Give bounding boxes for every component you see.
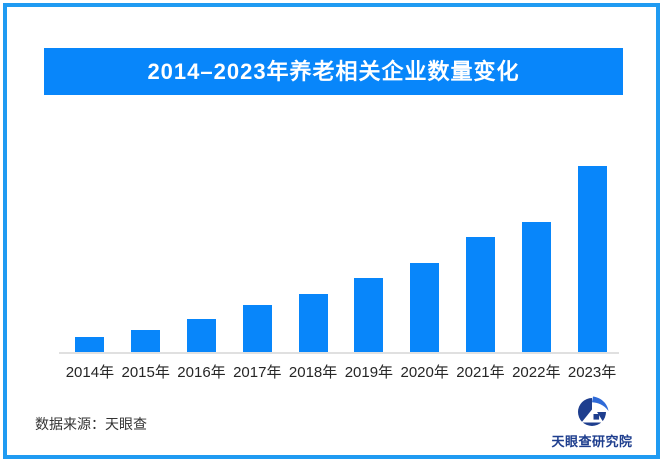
x-tick-label-2023年: 2023年: [567, 364, 617, 381]
chart-title: 2014–2023年养老相关企业数量变化: [147, 58, 520, 84]
bar-2021年: [465, 237, 495, 352]
bar-2016年: [186, 319, 216, 352]
tianyancha-eye-icon: [578, 396, 609, 426]
bar-2015年: [131, 330, 161, 352]
bar-2019年: [354, 278, 384, 352]
x-axis-line: [59, 352, 619, 354]
bar-slot-2018年: [285, 152, 341, 352]
bar-slot-2014年: [62, 152, 118, 352]
bar-2017年: [242, 305, 272, 352]
bar-slot-2020年: [397, 152, 453, 352]
bar-slot-2016年: [174, 152, 230, 352]
bar-chart-plot-area: [62, 152, 620, 352]
publisher-logo: 天眼查研究院: [549, 396, 635, 450]
x-tick-label-2018年: 2018年: [288, 364, 338, 381]
bar-slot-2017年: [229, 152, 285, 352]
chart-title-banner: 2014–2023年养老相关企业数量变化: [44, 48, 623, 95]
x-tick-label-2020年: 2020年: [400, 364, 449, 381]
bar-2020年: [410, 263, 440, 352]
x-tick-label-2021年: 2021年: [456, 364, 505, 381]
data-source-note: 数据来源：天眼查: [35, 416, 147, 432]
x-tick-label-2016年: 2016年: [177, 364, 226, 381]
bar-2014年: [75, 337, 105, 352]
x-tick-label-2022年: 2022年: [512, 364, 561, 381]
x-tick-label-2017年: 2017年: [233, 364, 282, 381]
outer-border-frame: [3, 3, 660, 459]
bar-slot-2021年: [453, 152, 509, 352]
bar-slot-2023年: [564, 152, 620, 352]
x-tick-label-2014年: 2014年: [65, 364, 115, 381]
bar-slot-2015年: [118, 152, 174, 352]
bar-slot-2019年: [341, 152, 397, 352]
x-axis-labels: 2014年 2015年 2016年 2017年 2018年 2019年 2020年 2021年…: [62, 361, 620, 382]
x-tick-label-2019年: 2019年: [344, 364, 394, 381]
bar-2023年: [577, 166, 607, 352]
bar-2022年: [521, 222, 551, 352]
x-tick-label-2015年: 2015年: [121, 364, 170, 381]
bar-slot-2022年: [508, 152, 564, 352]
bar-2018年: [298, 294, 328, 352]
publisher-logo-label: 天眼查研究院: [551, 434, 633, 449]
